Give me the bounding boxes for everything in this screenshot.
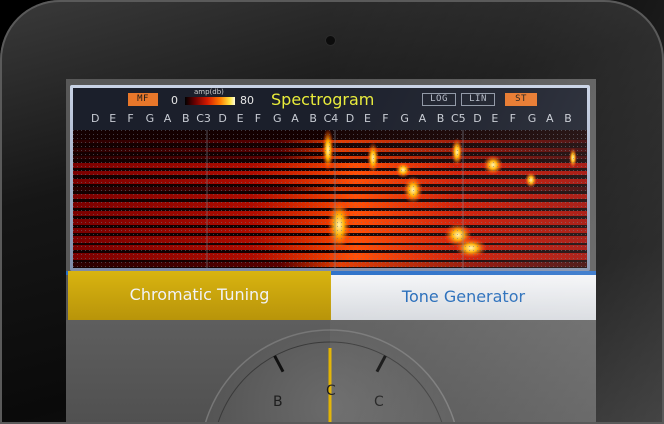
mf-button[interactable]: MF [128, 93, 158, 106]
plot-grid-dots [73, 130, 587, 268]
camera-icon [326, 36, 335, 45]
note-label: F [255, 112, 261, 125]
note-axis: D E F G A B C3 D E F G A B C4 D E F G A B C5 D E F G A B [73, 112, 587, 128]
amp-max-label: 80 [240, 94, 254, 107]
note-label: C5 [451, 112, 466, 125]
spectrogram-inner: MF 0 amp(db) 80 Spectrogram LOG LIN ST D… [73, 88, 587, 268]
tuner-area: B C C [66, 320, 596, 424]
st-button[interactable]: ST [505, 93, 537, 106]
spectrogram-toolbar: MF 0 amp(db) 80 Spectrogram LOG LIN ST [73, 88, 587, 110]
spectrogram-title: Spectrogram [271, 90, 374, 109]
note-label: B [309, 112, 317, 125]
note-label: G [528, 112, 537, 125]
tuner-dial: B C C [66, 320, 596, 424]
note-label: A [419, 112, 427, 125]
note-label: F [510, 112, 516, 125]
note-label: C4 [324, 112, 339, 125]
spectrogram-panel: MF 0 amp(db) 80 Spectrogram LOG LIN ST D… [70, 85, 590, 271]
note-label: G [273, 112, 282, 125]
note-label: D [473, 112, 481, 125]
note-label: B [182, 112, 190, 125]
tuner-label-c: C [326, 383, 336, 399]
tab-tone-label: Tone Generator [331, 287, 596, 306]
amp-unit-label: amp(db) [194, 88, 224, 96]
note-label: F [382, 112, 388, 125]
tab-chromatic-tuning[interactable]: Chromatic Tuning [68, 271, 331, 320]
note-label: D [346, 112, 354, 125]
log-button[interactable]: LOG [422, 93, 456, 106]
note-label: B [437, 112, 445, 125]
note-label: E [491, 112, 498, 125]
tab-chromatic-label: Chromatic Tuning [68, 285, 331, 304]
tuner-label-b: B [273, 394, 283, 410]
note-label: B [564, 112, 572, 125]
note-label: F [127, 112, 133, 125]
note-label: D [91, 112, 99, 125]
note-label: A [291, 112, 299, 125]
app-screen: MF 0 amp(db) 80 Spectrogram LOG LIN ST D… [66, 79, 596, 424]
amp-min-label: 0 [171, 94, 178, 107]
note-label: A [546, 112, 554, 125]
note-label: E [109, 112, 116, 125]
note-label: C3 [196, 112, 211, 125]
note-label: G [400, 112, 409, 125]
tuner-label-c-sharp: C [374, 394, 384, 410]
tab-tone-generator[interactable]: Tone Generator [331, 275, 596, 320]
note-label: A [164, 112, 172, 125]
note-label: D [218, 112, 226, 125]
lin-button[interactable]: LIN [461, 93, 495, 106]
note-label: E [237, 112, 244, 125]
note-label: G [146, 112, 155, 125]
note-label: E [364, 112, 371, 125]
spectrogram-plot[interactable] [73, 130, 587, 268]
amp-color-scale [185, 97, 235, 105]
